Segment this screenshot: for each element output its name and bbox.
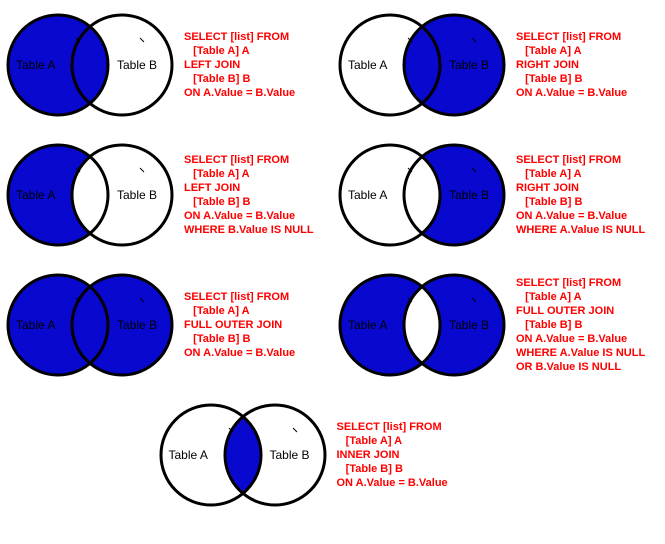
- cell-inner-join: Table ATable B SELECT [list] FROM [Table…: [153, 390, 513, 520]
- sql-full-outer: SELECT [list] FROM [Table A] A FULL OUTE…: [184, 290, 295, 360]
- cell-full-outer: Table ATable B SELECT [list] FROM [Table…: [0, 260, 332, 390]
- row-1: Table ATable B SELECT [list] FROM [Table…: [0, 130, 665, 260]
- venn-inner-join: Table ATable B: [153, 400, 333, 510]
- venn-left-only: Table ATable B: [0, 140, 180, 250]
- row-3: Table ATable B SELECT [list] FROM [Table…: [0, 390, 665, 520]
- sql-left-only: SELECT [list] FROM [Table A] A LEFT JOIN…: [184, 153, 314, 237]
- venn-full-outer: Table ATable B: [0, 270, 180, 380]
- venn-right-only: Table ATable B: [332, 140, 512, 250]
- cell-left-join: Table ATable B SELECT [list] FROM [Table…: [0, 0, 332, 130]
- row-2: Table ATable B SELECT [list] FROM [Table…: [0, 260, 665, 390]
- cell-left-only: Table ATable B SELECT [list] FROM [Table…: [0, 130, 332, 260]
- cell-right-only: Table ATable B SELECT [list] FROM [Table…: [332, 130, 664, 260]
- venn-right-join: Table ATable B: [332, 10, 512, 120]
- cell-right-join: Table ATable B SELECT [list] FROM [Table…: [332, 0, 664, 130]
- venn-left-join: Table ATable B: [0, 10, 180, 120]
- sql-right-only: SELECT [list] FROM [Table A] A RIGHT JOI…: [516, 153, 645, 237]
- venn-full-outer-excl: Table ATable B: [332, 270, 512, 380]
- sql-inner-join: SELECT [list] FROM [Table A] A INNER JOI…: [337, 420, 448, 490]
- cell-full-outer-excl: Table ATable B SELECT [list] FROM [Table…: [332, 260, 664, 390]
- row-0: Table ATable B SELECT [list] FROM [Table…: [0, 0, 665, 130]
- sql-left-join: SELECT [list] FROM [Table A] A LEFT JOIN…: [184, 30, 295, 100]
- sql-full-outer-excl: SELECT [list] FROM [Table A] A FULL OUTE…: [516, 276, 645, 374]
- sql-right-join: SELECT [list] FROM [Table A] A RIGHT JOI…: [516, 30, 627, 100]
